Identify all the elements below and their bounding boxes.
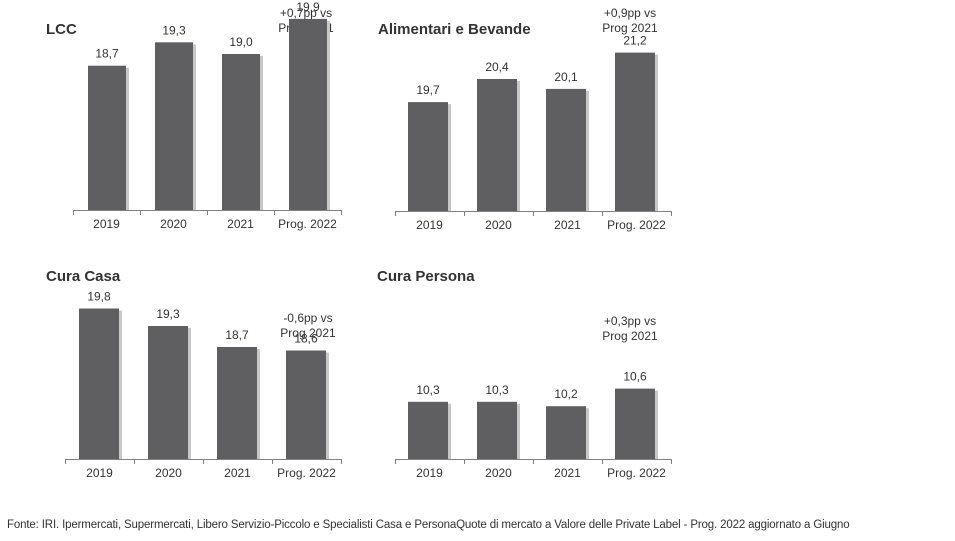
chart-plot: 19,8 2019 19,3 2020 18,7 2021 18,6 Prog. 2022	[65, 290, 342, 480]
x-tick-label: 2021	[554, 218, 581, 232]
bar-2020	[148, 326, 188, 459]
bar-2021	[546, 406, 586, 459]
x-tick-label: 2020	[485, 218, 512, 232]
note-line-1: +0,3pp vs	[603, 314, 657, 328]
x-tick-label: 2019	[416, 466, 443, 480]
x-tick-label: 2020	[160, 217, 187, 231]
bar-2019	[88, 65, 126, 210]
data-label: 20,1	[554, 70, 578, 84]
bar-2019	[408, 401, 448, 459]
bar-2019	[79, 308, 119, 459]
x-tick-label: 2019	[86, 466, 113, 480]
x-tick-label: Prog. 2022	[607, 218, 666, 232]
data-label: 10,3	[485, 383, 509, 397]
chart-plot: 18,7 2019 19,3 2020 19,0 2021 19,9 Prog. 2022	[73, 0, 342, 231]
note-line-1: +0,9pp vs	[603, 6, 657, 20]
x-tick-label: Prog. 2022	[607, 466, 666, 480]
x-tick-label: 2020	[155, 466, 182, 480]
x-tick-label: 2019	[93, 217, 120, 231]
bar-2021	[217, 347, 257, 459]
bar-prog-2022	[289, 18, 327, 211]
x-tick-label: 2021	[224, 466, 251, 480]
chart-cura-casa: Cura Casa -0,6pp vs Prog 2021 19,8 2019 19…	[0, 260, 360, 490]
chart-title: Cura Persona	[377, 268, 475, 285]
bar-2021	[222, 54, 260, 210]
x-tick-label: 2020	[485, 466, 512, 480]
data-label: 20,4	[485, 60, 509, 74]
chart-alimentari-bevande: Alimentari e Bevande +0,9pp vs Prog 2021…	[360, 0, 680, 250]
x-tick-label: 2019	[416, 218, 443, 232]
data-label: 19,0	[229, 35, 253, 49]
chart-plot: 19,7 2019 20,4 2020 20,1 2021 21,2 Prog. 2022	[395, 34, 672, 232]
note-line-2: Prog 2021	[602, 329, 658, 343]
note-line-2: Prog 2021	[602, 21, 658, 35]
data-label: 19,7	[416, 83, 440, 97]
data-label: 10,3	[416, 383, 440, 397]
chart-plot: 10,3 2019 10,3 2020 10,2 2021 10,6 Prog. 2022	[395, 370, 672, 480]
note-line-1: +0,7pp vs	[279, 6, 333, 20]
source-note: Fonte: IRI. Ipermercati, Supermercati, L…	[7, 519, 850, 531]
x-tick-label: Prog. 2022	[277, 466, 336, 480]
chart-title: LCC	[46, 21, 77, 38]
data-label: 10,2	[554, 387, 578, 401]
bar-2019	[408, 102, 448, 211]
data-label: 10,6	[623, 370, 647, 384]
data-label: 19,9	[296, 0, 320, 14]
x-tick-label: 2021	[554, 466, 581, 480]
bar-prog-2022	[615, 52, 655, 211]
bar-2020	[477, 79, 517, 211]
x-tick-label: Prog. 2022	[278, 217, 337, 231]
bar-2020	[155, 42, 193, 210]
data-label: 19,8	[87, 290, 111, 304]
x-tick-label: 2021	[227, 217, 254, 231]
data-label: 18,7	[95, 47, 119, 61]
data-label: 18,7	[225, 328, 249, 342]
chart-note: +0,9pp vs Prog 2021	[586, 6, 674, 36]
note-line-2: Prog 2021	[280, 326, 336, 340]
chart-note: +0,3pp vs Prog 2021	[586, 314, 674, 344]
bar-2020	[477, 401, 517, 459]
chart-title: Cura Casa	[46, 268, 121, 285]
chart-cura-persona: Cura Persona +0,3pp vs Prog 2021 10,3 201…	[360, 260, 680, 490]
bar-2021	[546, 88, 586, 211]
data-label: 19,3	[162, 23, 186, 37]
bar-prog-2022	[615, 388, 655, 459]
chart-title: Alimentari e Bevande	[378, 21, 531, 38]
chart-lcc: LCC +0,7pp vs Prog 2021 18,7201919,32020…	[0, 0, 360, 250]
bar-prog-2022	[286, 350, 326, 459]
data-label: 21,2	[623, 34, 647, 48]
note-line-1: -0,6pp vs	[283, 311, 333, 325]
data-label: 19,3	[156, 307, 180, 321]
chart-note: -0,6pp vs Prog 2021	[264, 311, 352, 341]
data-label: 18,6	[294, 332, 318, 346]
